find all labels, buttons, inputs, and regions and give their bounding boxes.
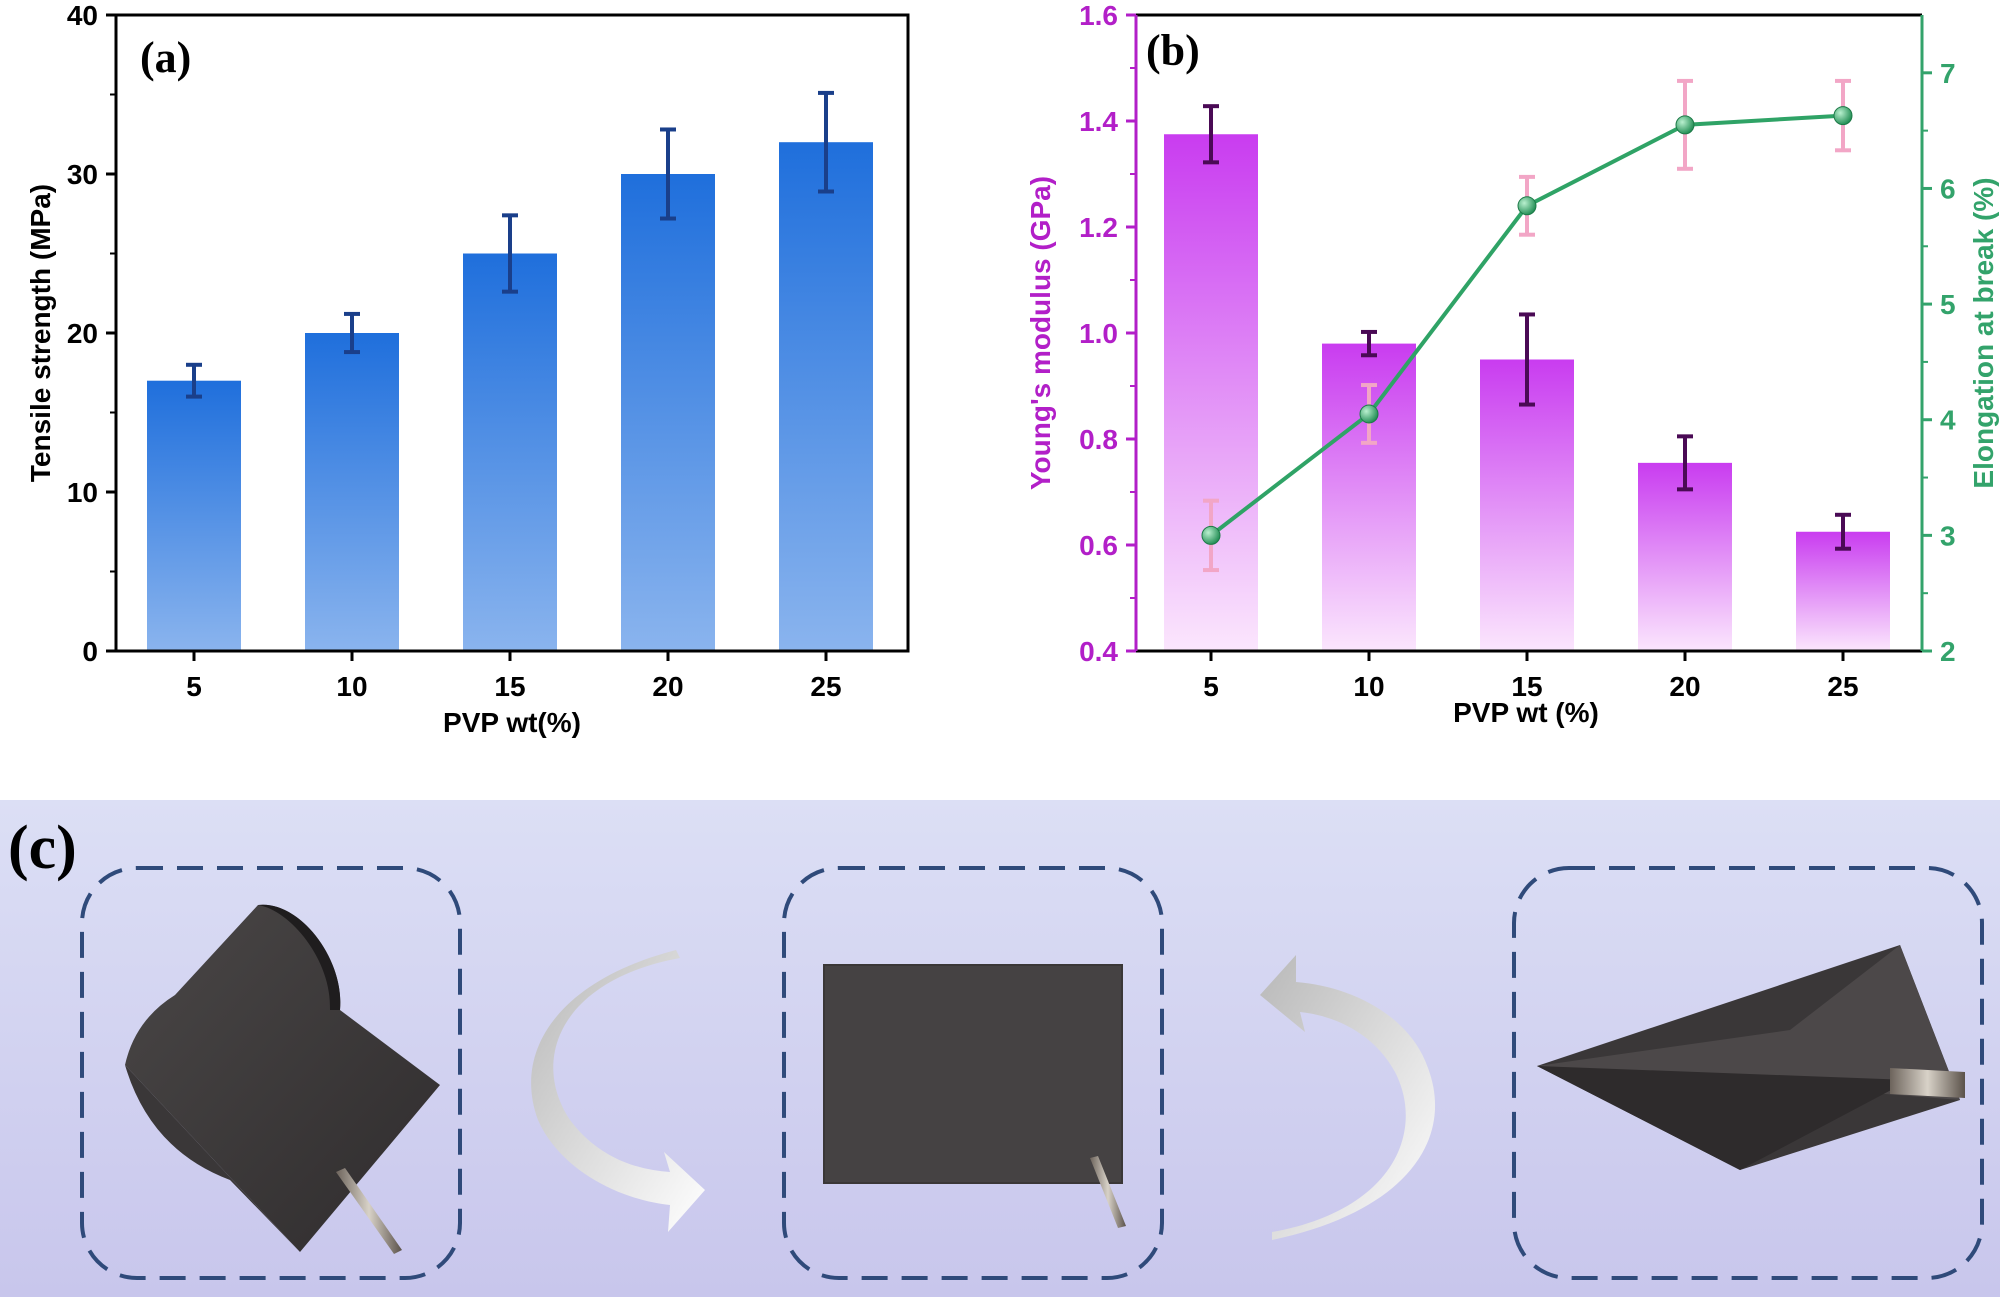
bar-b-15 xyxy=(1480,359,1574,651)
elongation-point-25 xyxy=(1833,106,1853,126)
panel-a-xlabel: PVP wt(%) xyxy=(443,707,581,738)
panel-c: (c) xyxy=(0,800,2000,1297)
x-tick-label-a-5: 5 xyxy=(186,671,202,702)
x-tick-label-b-25: 25 xyxy=(1827,671,1858,702)
x-tick-label-b-10: 10 xyxy=(1353,671,1384,702)
elongation-point-5 xyxy=(1201,525,1221,545)
bar-a-10 xyxy=(305,333,399,651)
curved-arrow-left-icon xyxy=(531,950,705,1232)
rolled-film-photo xyxy=(125,904,440,1254)
x-tick-label-a-15: 15 xyxy=(494,671,525,702)
panel-a-ticks: 5 10 15 20 25 0 10 20 30 40 xyxy=(67,0,842,702)
y-tick-label-a-0: 0 xyxy=(82,636,98,667)
elongation-point-15 xyxy=(1517,196,1537,216)
photo-frame-left xyxy=(80,866,462,1280)
curved-arrow-right-icon xyxy=(1260,955,1436,1240)
y-right-tick-label-b-2: 2 xyxy=(1940,636,1956,667)
y-tick-label-b-0.8: 0.8 xyxy=(1079,424,1118,455)
bar-b-20 xyxy=(1638,462,1732,651)
bar-a-15 xyxy=(463,253,557,651)
x-tick-label-b-5: 5 xyxy=(1203,671,1219,702)
panel-c-label: (c) xyxy=(8,814,77,882)
y-right-tick-label-b-4: 4 xyxy=(1940,405,1956,436)
y-tick-label-b-1.2: 1.2 xyxy=(1079,212,1118,243)
x-tick-label-a-25: 25 xyxy=(810,671,841,702)
y-right-tick-label-b-7: 7 xyxy=(1940,58,1956,89)
flat-film-photo xyxy=(823,964,1126,1228)
panel-b-ylabel: Young's modulus (GPa) xyxy=(1025,176,1056,490)
folded-film-photo xyxy=(1537,945,1965,1170)
bar-a-25 xyxy=(779,142,873,651)
panel-b-xlabel: PVP wt (%) xyxy=(1453,697,1599,728)
panel-b-line xyxy=(1201,78,1853,573)
y-tick-label-b-1.0: 1.0 xyxy=(1079,318,1118,349)
panel-b: 5 10 15 20 25 0.4 0.6 0.8 1.0 1.2 1.4 1.6 2 3 4 5 6 7 (b)… xyxy=(1025,0,1999,728)
y-tick-label-a-10: 10 xyxy=(67,477,98,508)
y-tick-label-b-1.4: 1.4 xyxy=(1079,106,1118,137)
y-right-tick-label-b-5: 5 xyxy=(1940,289,1956,320)
photo-frame-right xyxy=(1512,866,1984,1280)
y-tick-label-b-1.6: 1.6 xyxy=(1079,0,1118,31)
x-tick-label-a-20: 20 xyxy=(652,671,683,702)
x-tick-label-b-15: 15 xyxy=(1511,671,1542,702)
bar-b-5 xyxy=(1164,134,1258,651)
bar-a-5 xyxy=(147,380,241,651)
y-tick-label-a-40: 40 xyxy=(67,0,98,31)
y-tick-label-a-20: 20 xyxy=(67,318,98,349)
panel-a-ylabel: Tensile strength (MPa) xyxy=(25,184,56,482)
bar-a-20 xyxy=(621,174,715,651)
panel-a-bars xyxy=(147,90,873,651)
panel-b-ticks: 5 10 15 20 25 0.4 0.6 0.8 1.0 1.2 1.4 1.6 2 3 4 5 6 7 xyxy=(1079,0,1956,702)
panel-a: 5 10 15 20 25 0 10 20 30 40 (a) PVP wt(%) Tensile… xyxy=(25,0,910,738)
y-tick-label-a-30: 30 xyxy=(67,159,98,190)
photo-frame-center xyxy=(782,866,1164,1280)
y-right-tick-label-b-6: 6 xyxy=(1940,173,1956,204)
y-tick-label-b-0.4: 0.4 xyxy=(1079,636,1118,667)
elongation-point-10 xyxy=(1359,404,1379,424)
panel-a-label: (a) xyxy=(140,33,191,82)
y-tick-label-b-0.6: 0.6 xyxy=(1079,530,1118,561)
elongation-point-20 xyxy=(1675,115,1695,135)
panel-b-label: (b) xyxy=(1146,26,1200,75)
panel-b-ylabel-right: Elongation at break (%) xyxy=(1968,177,1999,488)
y-right-tick-label-b-3: 3 xyxy=(1940,520,1956,551)
x-tick-label-b-20: 20 xyxy=(1669,671,1700,702)
x-tick-label-a-10: 10 xyxy=(336,671,367,702)
bar-b-25 xyxy=(1796,531,1890,651)
